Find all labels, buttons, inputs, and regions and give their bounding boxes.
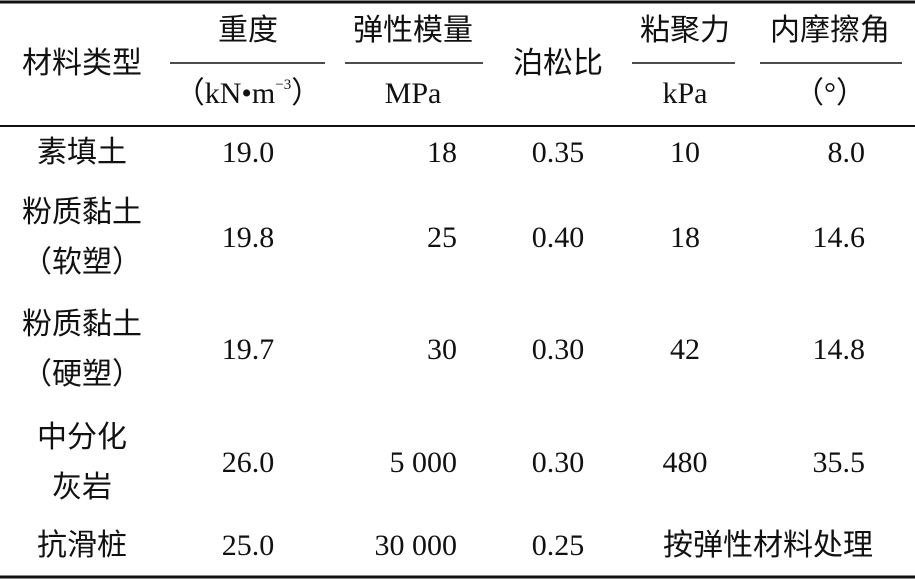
cell: 18 bbox=[427, 136, 457, 169]
cell: 19.7 bbox=[222, 333, 275, 366]
cell: 0.30 bbox=[532, 333, 585, 366]
header-label: 内摩擦角 bbox=[770, 14, 890, 47]
header-label: 重度 bbox=[218, 14, 278, 47]
header-unit: （°） bbox=[794, 77, 866, 110]
unit-text: （kN•m bbox=[175, 77, 276, 110]
cell: 19.0 bbox=[222, 136, 275, 169]
cell: 按弹性材料处理 bbox=[663, 529, 873, 562]
cell: 0.40 bbox=[532, 221, 585, 254]
material-name: 粉质黏土 bbox=[22, 196, 142, 229]
cell: 25.0 bbox=[222, 529, 275, 562]
cell: 480 bbox=[663, 446, 708, 479]
cell: 5 000 bbox=[390, 446, 458, 479]
material-name: （硬塑） bbox=[22, 358, 142, 391]
cell: 0.25 bbox=[532, 529, 585, 562]
cell: 35.5 bbox=[813, 446, 866, 479]
cell: 14.8 bbox=[813, 333, 866, 366]
header-label: 粘聚力 bbox=[640, 14, 730, 47]
cell: 18 bbox=[670, 221, 700, 254]
cell: 10 bbox=[670, 136, 700, 169]
unit-text: ） bbox=[291, 77, 321, 110]
header-label: 材料类型 bbox=[22, 47, 142, 80]
header-unit: kPa bbox=[663, 77, 708, 110]
header-label: 泊松比 bbox=[513, 47, 603, 80]
cell: 8.0 bbox=[828, 136, 866, 169]
cell: 25 bbox=[427, 221, 457, 254]
cell: 14.6 bbox=[813, 221, 866, 254]
cell: 30 000 bbox=[375, 529, 458, 562]
header-label: 弹性模量 bbox=[353, 14, 473, 47]
cell: 0.30 bbox=[532, 446, 585, 479]
unit-sup: −3 bbox=[275, 77, 291, 93]
material-name: 中分化 bbox=[37, 421, 127, 454]
material-name: 粉质黏土 bbox=[22, 308, 142, 341]
cell: 26.0 bbox=[222, 446, 275, 479]
cell: 30 bbox=[427, 333, 457, 366]
header-unit: MPa bbox=[385, 77, 442, 110]
material-name: （软塑） bbox=[22, 246, 142, 279]
header-unit: （kN•m−3） bbox=[175, 77, 321, 110]
cell: 19.8 bbox=[222, 221, 275, 254]
material-name: 灰岩 bbox=[52, 471, 112, 504]
cell: 0.35 bbox=[532, 136, 585, 169]
material-name: 素填土 bbox=[37, 136, 127, 169]
cell: 42 bbox=[670, 333, 700, 366]
material-name: 抗滑桩 bbox=[37, 529, 127, 562]
